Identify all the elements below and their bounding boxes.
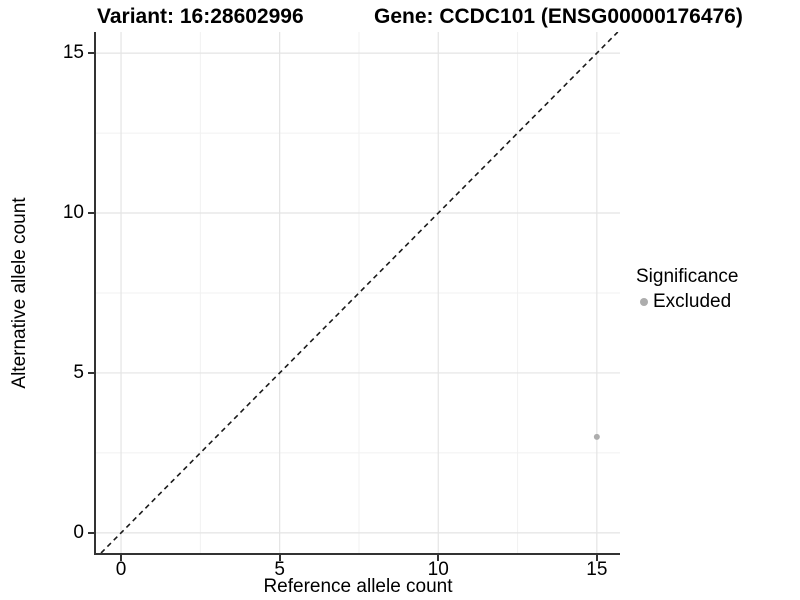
x-axis-title: Reference allele count xyxy=(263,576,453,597)
plot-panel xyxy=(94,32,620,555)
y-tick-mark xyxy=(88,371,94,374)
y-tick-mark xyxy=(88,212,94,215)
x-tick-mark xyxy=(120,555,123,561)
x-tick-label: 0 xyxy=(115,559,127,580)
y-axis-title: Alternative allele count xyxy=(9,197,30,389)
y-tick-mark xyxy=(88,531,94,534)
legend-key-dot-icon xyxy=(640,298,648,306)
x-tick-label: 10 xyxy=(427,559,449,580)
legend-title: Significance xyxy=(636,266,739,287)
legend-entry-excluded: Excluded xyxy=(636,290,738,314)
x-tick-mark xyxy=(437,555,440,561)
y-tick-label: 0 xyxy=(73,521,84,543)
plot-canvas xyxy=(96,32,620,553)
x-tick-label: 5 xyxy=(274,559,285,580)
legend-entry-label: Excluded xyxy=(653,291,732,312)
x-tick-label: 15 xyxy=(586,559,608,580)
y-tick-label: 10 xyxy=(62,202,84,224)
x-tick-mark xyxy=(595,555,598,561)
y-tick-label: 15 xyxy=(62,42,84,64)
plot-title-gene: Gene: CCDC101 (ENSG00000176476) xyxy=(374,5,743,28)
y-tick-label: 5 xyxy=(73,361,84,383)
legend: Significance Excluded xyxy=(636,265,738,314)
y-tick-mark xyxy=(88,52,94,55)
data-point-excluded xyxy=(593,433,600,440)
plot-title-variant: Variant: 16:28602996 xyxy=(97,5,304,28)
x-tick-mark xyxy=(278,555,281,561)
